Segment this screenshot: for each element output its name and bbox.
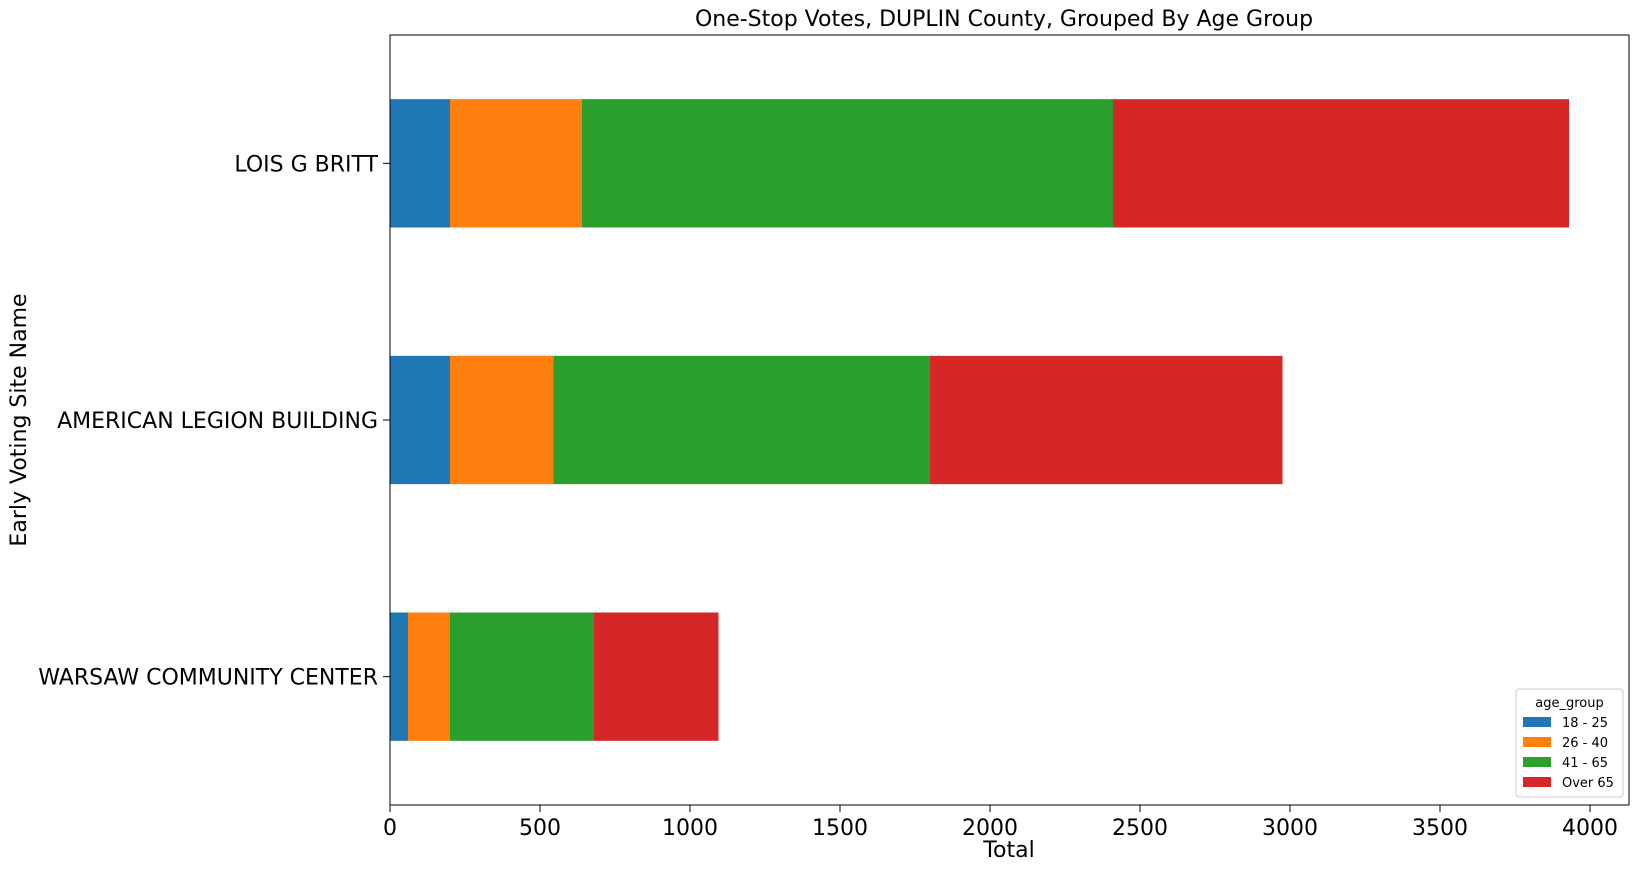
legend-items: 18 - 25 26 - 40 41 - 65 Over 65 bbox=[1523, 716, 1614, 791]
legend-swatch bbox=[1523, 757, 1551, 767]
x-tick-label: 3000 bbox=[1262, 816, 1318, 841]
bars-layer bbox=[390, 99, 1569, 741]
bar-segment bbox=[450, 99, 582, 228]
x-axis-label: Total bbox=[982, 838, 1034, 863]
bar-segment bbox=[390, 355, 450, 485]
legend-swatch bbox=[1523, 777, 1551, 787]
y-axis-ticks: LOIS G BRITT AMERICAN LEGION BUILDING WARS… bbox=[38, 152, 390, 691]
legend: age_group 18 - 25 26 - 40 41 - 65 Over 65 bbox=[1515, 688, 1624, 798]
y-tick-label: AMERICAN LEGION BUILDING bbox=[57, 409, 378, 434]
legend-label: Over 65 bbox=[1562, 776, 1614, 791]
legend-label: 26 - 40 bbox=[1562, 736, 1608, 751]
plot-frame bbox=[389, 34, 1630, 806]
x-tick-label: 4000 bbox=[1562, 816, 1618, 841]
bar-segment bbox=[1113, 99, 1569, 228]
legend-swatch bbox=[1523, 737, 1551, 747]
x-tick-label: 2000 bbox=[962, 816, 1018, 841]
y-tick-label: LOIS G BRITT bbox=[234, 152, 378, 177]
bar-segment bbox=[450, 355, 554, 485]
x-axis-ticks: 0 500 1000 1500 2000 2500 3000 3500 4000 bbox=[383, 805, 1618, 841]
chart-title: One-Stop Votes, DUPLIN County, Grouped B… bbox=[695, 7, 1313, 32]
legend-label: 18 - 25 bbox=[1562, 716, 1608, 731]
bar-segment bbox=[553, 355, 930, 485]
x-tick-label: 2500 bbox=[1112, 816, 1168, 841]
x-tick-label: 1500 bbox=[812, 816, 868, 841]
x-tick-label: 500 bbox=[519, 816, 561, 841]
x-tick-label: 1000 bbox=[662, 816, 718, 841]
y-axis-label: Early Voting Site Name bbox=[7, 293, 32, 546]
bar-segment bbox=[930, 355, 1283, 485]
legend-swatch bbox=[1523, 717, 1551, 727]
y-tick-label: WARSAW COMMUNITY CENTER bbox=[38, 666, 378, 691]
bar-segment bbox=[408, 612, 450, 741]
bar-segment bbox=[390, 99, 450, 228]
x-tick-label: 3500 bbox=[1412, 816, 1468, 841]
bar-segment bbox=[390, 612, 408, 741]
bar-segment bbox=[582, 99, 1113, 228]
bar-segment bbox=[594, 612, 719, 741]
x-tick-label: 0 bbox=[383, 816, 397, 841]
legend-label: 41 - 65 bbox=[1562, 756, 1608, 771]
bar-segment bbox=[450, 612, 594, 741]
legend-box bbox=[1515, 688, 1624, 798]
legend-title: age_group bbox=[1535, 696, 1603, 711]
